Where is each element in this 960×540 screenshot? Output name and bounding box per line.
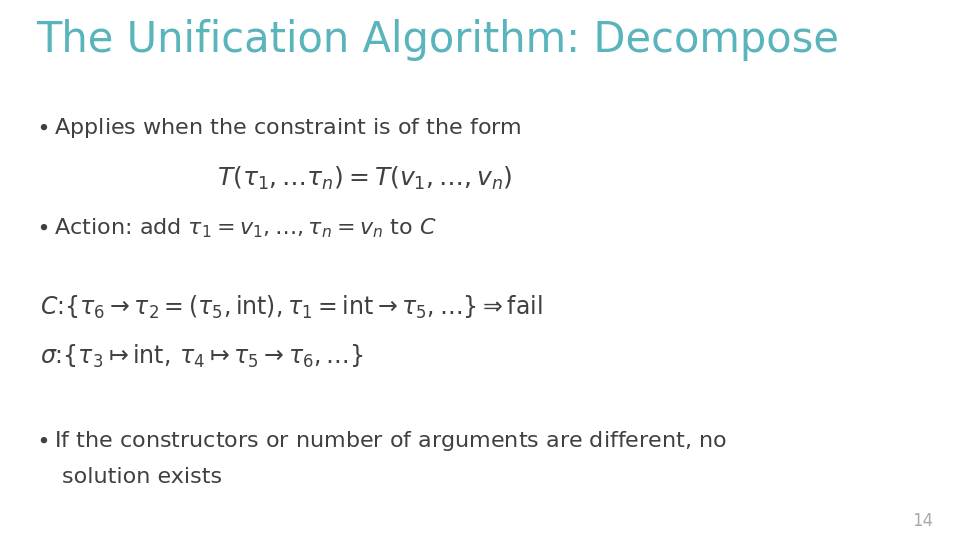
Text: $\sigma\colon\{\tau_3 \mapsto \mathrm{int},\, \tau_4 \mapsto \tau_5 \to \tau_6, : $\sigma\colon\{\tau_3 \mapsto \mathrm{in… [40,343,364,370]
Text: $C\colon \{\tau_6 \to \tau_2 = (\tau_5, \mathrm{int}), \tau_1 = \mathrm{int} \to: $C\colon \{\tau_6 \to \tau_2 = (\tau_5, … [40,294,542,321]
Text: The Unification Algorithm: Decompose: The Unification Algorithm: Decompose [36,19,839,61]
Text: $\bullet$ Action: add $\tau_1 = v_1, \ldots, \tau_n = v_n$ to $C$: $\bullet$ Action: add $\tau_1 = v_1, \ld… [36,216,437,240]
Text: 14: 14 [912,512,933,530]
Text: $\bullet$ Applies when the constraint is of the form: $\bullet$ Applies when the constraint is… [36,116,522,140]
Text: solution exists: solution exists [62,467,223,487]
Text: $\bullet$ If the constructors or number of arguments are different, no: $\bullet$ If the constructors or number … [36,429,728,453]
Text: $T(\tau_1, \ldots \tau_n) = T(v_1, \ldots, v_n)$: $T(\tau_1, \ldots \tau_n) = T(v_1, \ldot… [217,165,513,192]
